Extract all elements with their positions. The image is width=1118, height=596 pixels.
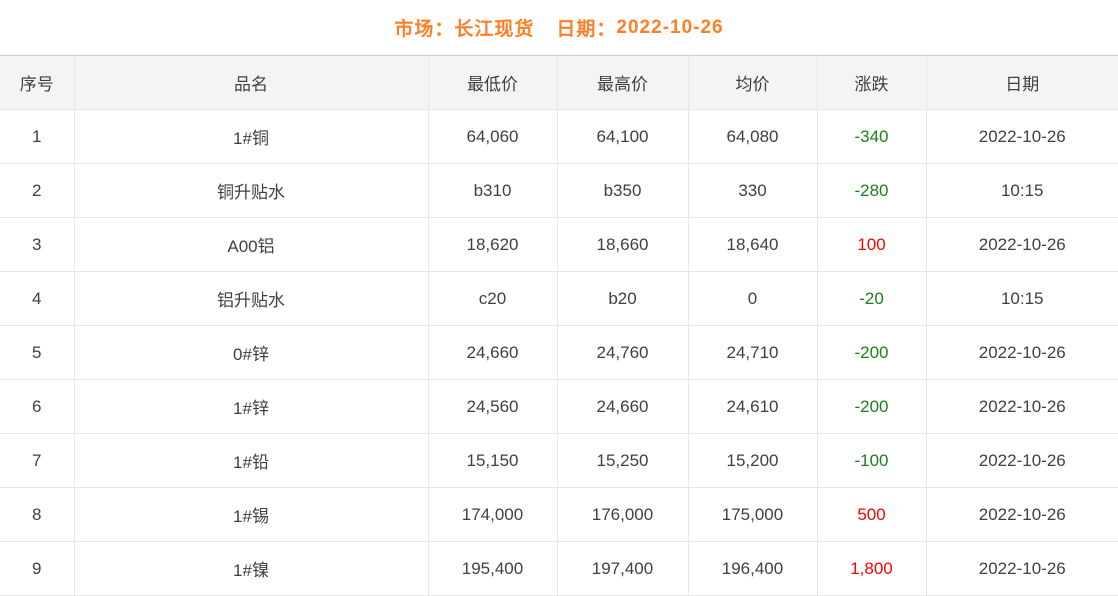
change-cell: 500: [817, 487, 927, 542]
date-value: 2022-10-26: [616, 16, 724, 38]
col-header-avg-price: 均价: [688, 55, 818, 110]
date-cell: 2022-10-26: [926, 109, 1118, 164]
table-row: 3 A00铝 18,620 18,660 18,640 100 2022-10-26: [0, 217, 1118, 272]
col-header-change: 涨跌: [817, 55, 927, 110]
col-header-index: 序号: [0, 55, 75, 110]
row-number-cell: 4: [0, 271, 75, 326]
avg-price-cell: 330: [688, 163, 818, 218]
high-price-cell: 197,400: [557, 541, 689, 596]
date-cell: 2022-10-26: [926, 325, 1118, 380]
low-price-cell: 174,000: [428, 487, 558, 542]
row-number-cell: 1: [0, 109, 75, 164]
date-cell: 2022-10-26: [926, 433, 1118, 488]
change-cell: -200: [817, 325, 927, 380]
high-price-cell: b350: [557, 163, 689, 218]
row-number-cell: 9: [0, 541, 75, 596]
col-header-product: 品名: [74, 55, 429, 110]
product-name-cell: A00铝: [74, 217, 429, 272]
change-cell: 1,800: [817, 541, 927, 596]
market-value: 长江现货: [454, 19, 535, 40]
change-cell: -20: [817, 271, 927, 326]
high-price-cell: 24,760: [557, 325, 689, 380]
high-price-cell: 24,660: [557, 379, 689, 434]
row-number-cell: 7: [0, 433, 75, 488]
product-name-cell: 1#铅: [74, 433, 429, 488]
table-header-row: 序号 品名 最低价 最高价 均价 涨跌 日期: [0, 55, 1118, 110]
low-price-cell: 18,620: [428, 217, 558, 272]
date-cell: 2022-10-26: [926, 217, 1118, 272]
col-header-low-price: 最低价: [428, 55, 558, 110]
high-price-cell: 15,250: [557, 433, 689, 488]
table-body: 1 1#铜 64,060 64,100 64,080 -340 2022-10-26 2 铜升贴…: [0, 109, 1118, 596]
table-row: 4 铝升贴水 c20 b20 0 -20 10:15: [0, 271, 1118, 326]
change-cell: 100: [817, 217, 927, 272]
avg-price-cell: 64,080: [688, 109, 818, 164]
table-row: 5 0#锌 24,660 24,760 24,710 -200 2022-10-26: [0, 325, 1118, 380]
product-name-cell: 1#锡: [74, 487, 429, 542]
row-number-cell: 5: [0, 325, 75, 380]
product-name-cell: 1#铜: [74, 109, 429, 164]
row-number-cell: 3: [0, 217, 75, 272]
change-cell: -280: [817, 163, 927, 218]
avg-price-cell: 24,710: [688, 325, 818, 380]
page-title: 市场： 长江现货 日期： 2022-10-26: [0, 0, 1118, 55]
table-row: 9 1#镍 195,400 197,400 196,400 1,800 2022-10-26: [0, 541, 1118, 596]
date-cell: 2022-10-26: [926, 379, 1118, 434]
avg-price-cell: 15,200: [688, 433, 818, 488]
avg-price-cell: 24,610: [688, 379, 818, 434]
low-price-cell: 64,060: [428, 109, 558, 164]
date-cell: 2022-10-26: [926, 541, 1118, 596]
table-row: 2 铜升贴水 b310 b350 330 -280 10:15: [0, 163, 1118, 218]
date-cell: 10:15: [926, 271, 1118, 326]
table-row: 7 1#铅 15,150 15,250 15,200 -100 2022-10-26: [0, 433, 1118, 488]
product-name-cell: 1#锌: [74, 379, 429, 434]
product-name-cell: 1#镍: [74, 541, 429, 596]
high-price-cell: 176,000: [557, 487, 689, 542]
price-table: 序号 品名 最低价 最高价 均价 涨跌 日期 1 1#铜 64,060 64,100 6…: [0, 55, 1118, 596]
low-price-cell: 24,660: [428, 325, 558, 380]
product-name-cell: 0#锌: [74, 325, 429, 380]
col-header-date: 日期: [926, 55, 1118, 110]
high-price-cell: 64,100: [557, 109, 689, 164]
date-cell: 2022-10-26: [926, 487, 1118, 542]
low-price-cell: 195,400: [428, 541, 558, 596]
date-label: 日期：: [556, 19, 617, 40]
product-name-cell: 铝升贴水: [74, 271, 429, 326]
low-price-cell: b310: [428, 163, 558, 218]
market-label: 市场：: [394, 19, 455, 40]
low-price-cell: 15,150: [428, 433, 558, 488]
date-cell: 10:15: [926, 163, 1118, 218]
col-header-high-price: 最高价: [557, 55, 689, 110]
product-name-cell: 铜升贴水: [74, 163, 429, 218]
avg-price-cell: 175,000: [688, 487, 818, 542]
avg-price-cell: 196,400: [688, 541, 818, 596]
change-cell: -340: [817, 109, 927, 164]
table-row: 8 1#锡 174,000 176,000 175,000 500 2022-10-26: [0, 487, 1118, 542]
table-row: 6 1#锌 24,560 24,660 24,610 -200 2022-10-26: [0, 379, 1118, 434]
change-cell: -200: [817, 379, 927, 434]
table-row: 1 1#铜 64,060 64,100 64,080 -340 2022-10-26: [0, 109, 1118, 164]
row-number-cell: 8: [0, 487, 75, 542]
avg-price-cell: 0: [688, 271, 818, 326]
avg-price-cell: 18,640: [688, 217, 818, 272]
high-price-cell: 18,660: [557, 217, 689, 272]
low-price-cell: c20: [428, 271, 558, 326]
low-price-cell: 24,560: [428, 379, 558, 434]
change-cell: -100: [817, 433, 927, 488]
row-number-cell: 2: [0, 163, 75, 218]
high-price-cell: b20: [557, 271, 689, 326]
row-number-cell: 6: [0, 379, 75, 434]
